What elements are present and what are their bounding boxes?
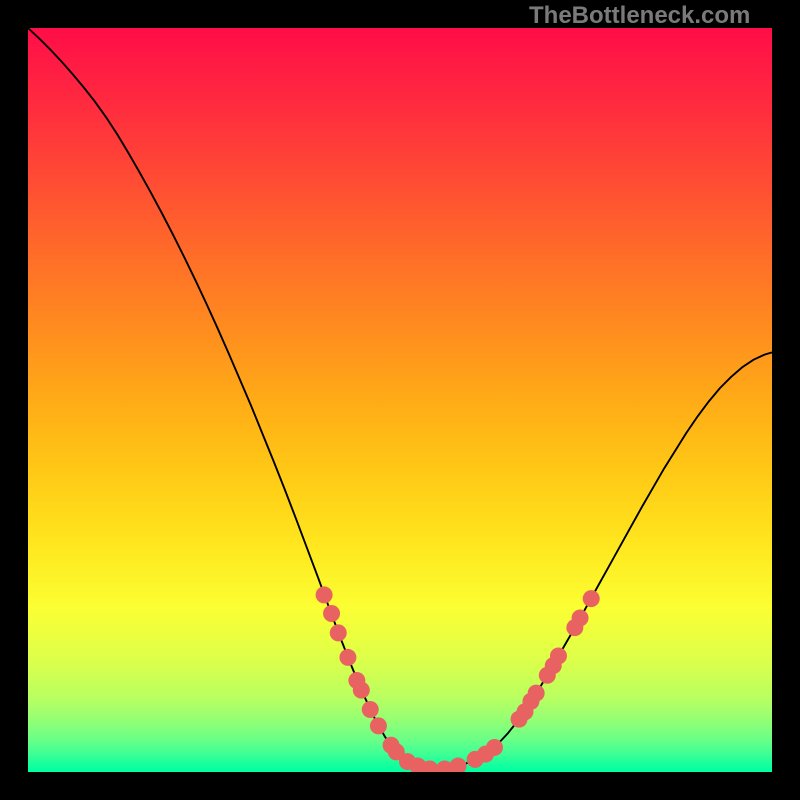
curve-marker	[572, 609, 589, 626]
curve-marker	[486, 739, 503, 756]
curve-marker	[550, 647, 567, 664]
curve-marker	[370, 717, 387, 734]
curve-marker	[323, 605, 340, 622]
curve-marker	[330, 624, 347, 641]
curve-marker	[528, 685, 545, 702]
bottleneck-curve-chart	[28, 28, 772, 772]
watermark-text: TheBottleneck.com	[529, 2, 750, 30]
curve-marker	[316, 586, 333, 603]
curve-marker	[339, 649, 356, 666]
chart-background	[28, 28, 772, 772]
chart-frame: TheBottleneck.com	[0, 0, 800, 800]
curve-marker	[583, 590, 600, 607]
curve-marker	[362, 701, 379, 718]
curve-marker	[353, 682, 370, 699]
